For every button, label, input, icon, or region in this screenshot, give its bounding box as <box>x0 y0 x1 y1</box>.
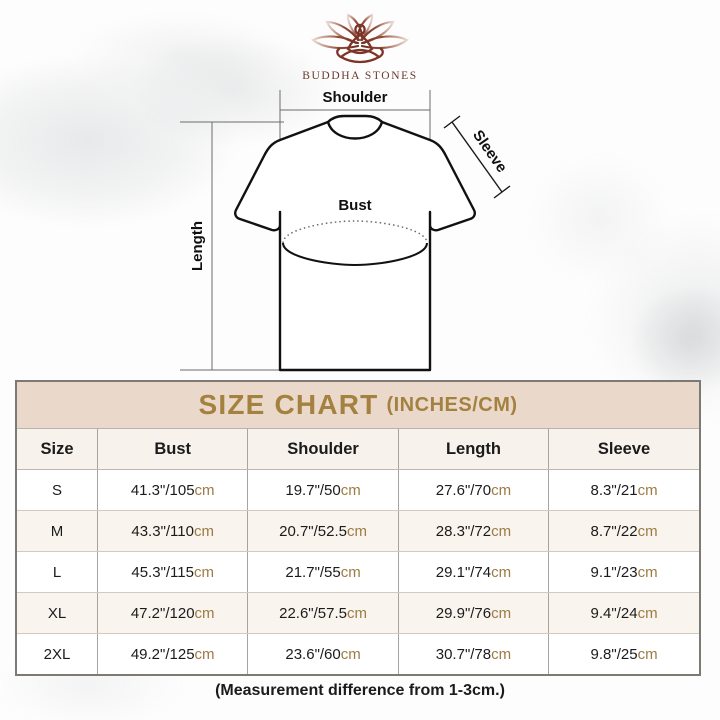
measure-value: 30.7"/78 <box>435 645 492 663</box>
size-chart-table: Size Bust Shoulder Length Sleeve S 41.3"/… <box>17 429 699 674</box>
measure-value: 9.1"/23 <box>590 563 638 581</box>
measure-unit: cm <box>637 604 658 622</box>
measure-value: 29.9"/76 <box>435 604 492 622</box>
measure-unit: cm <box>340 481 361 499</box>
measure-unit: cm <box>491 522 512 540</box>
lotus-meditation-icon <box>311 13 409 64</box>
cell-sleeve: 9.8"/25cm <box>549 634 699 675</box>
measure-unit: cm <box>491 481 512 499</box>
measure-unit: cm <box>491 604 512 622</box>
cell-size: XL <box>17 592 98 634</box>
table-header-row: Size Bust Shoulder Length Sleeve <box>17 429 699 470</box>
measure-unit: cm <box>194 481 215 499</box>
measure-value: 49.2"/125 <box>130 645 195 663</box>
measure-value: 20.7"/52.5 <box>279 522 347 540</box>
cell-shoulder: 20.7"/52.5cm <box>247 510 399 552</box>
cell-bust: 41.3"/105cm <box>97 469 249 511</box>
size-chart-body: S 41.3"/105cm 19.7"/50cm 27.6"/70cm 8.3"/21c… <box>17 469 699 675</box>
table-row: M 43.3"/110cm 20.7"/52.5cm 28.3"/72cm 8.7"/2… <box>17 510 699 552</box>
collar-icon <box>326 120 384 140</box>
cell-shoulder: 22.6"/57.5cm <box>247 592 399 634</box>
brand-logo: BUDDHA STONES <box>0 12 720 82</box>
column-header-bust: Bust <box>97 429 249 470</box>
cell-bust: 45.3"/115cm <box>97 551 249 593</box>
measure-value: 28.3"/72 <box>435 522 492 540</box>
measure-value: 43.3"/110 <box>131 522 194 540</box>
brand-name: BUDDHA STONES <box>302 70 418 82</box>
cell-shoulder: 23.6"/60cm <box>247 633 399 674</box>
measure-value: 23.6"/60 <box>285 645 341 663</box>
measure-value: 19.7"/50 <box>285 481 341 499</box>
table-row: XL 47.2"/120cm 22.6"/57.5cm 29.9"/76cm 9.4"/… <box>17 592 699 634</box>
measure-unit: cm <box>491 563 512 581</box>
cell-sleeve: 9.1"/23cm <box>548 551 699 593</box>
measure-value: 22.6"/57.5 <box>279 604 347 622</box>
measure-unit: cm <box>637 645 658 663</box>
cell-length: 29.1"/74cm <box>398 551 550 593</box>
measurement-note: (Measurement difference from 1-3cm.) <box>215 682 505 699</box>
measure-unit: cm <box>194 645 215 663</box>
size-chart-title: SIZE CHART (INCHES/CM) <box>17 382 699 429</box>
column-header-sleeve: Sleeve <box>548 429 699 470</box>
column-header-size: Size <box>17 429 98 470</box>
cell-size: S <box>17 469 98 511</box>
tshirt-outline <box>234 114 476 372</box>
cell-length: 28.3"/72cm <box>398 510 550 552</box>
cell-sleeve: 8.7"/22cm <box>548 510 699 552</box>
size-chart-title-main: SIZE CHART <box>198 389 379 420</box>
measure-unit: cm <box>347 604 367 622</box>
sleeve-label: Sleeve <box>469 127 510 176</box>
measure-unit: cm <box>347 522 367 540</box>
table-row: 2XL 49.2"/125cm 23.6"/60cm 30.7"/78cm 9.8"/2… <box>17 633 699 675</box>
measure-unit: cm <box>193 563 214 581</box>
bust-measure-solid <box>282 242 428 267</box>
size-chart-card: SIZE CHART (INCHES/CM) Size Bust Shoulde… <box>15 380 701 676</box>
measure-value: 45.3"/115 <box>131 563 194 581</box>
measure-unit: cm <box>637 563 658 581</box>
tshirt-measurement-diagram: Shoulder Bust Length Sleeve <box>180 89 511 372</box>
measure-value: 29.1"/74 <box>435 563 492 581</box>
measure-value: 8.3"/21 <box>590 481 638 499</box>
measure-unit: cm <box>637 481 658 499</box>
measure-value: 21.7"/55 <box>285 563 341 581</box>
cell-sleeve: 8.3"/21cm <box>548 469 699 511</box>
column-header-shoulder: Shoulder <box>247 429 399 470</box>
measure-value: 27.6"/70 <box>435 481 492 499</box>
measure-value: 9.4"/24 <box>590 604 638 622</box>
cell-shoulder: 19.7"/50cm <box>247 469 399 511</box>
length-label: Length <box>189 221 206 271</box>
cell-length: 29.9"/76cm <box>398 592 550 634</box>
shoulder-label: Shoulder <box>322 89 387 106</box>
size-chart-header: Size Bust Shoulder Length Sleeve <box>17 429 699 470</box>
measure-unit: cm <box>194 604 215 622</box>
cell-bust: 43.3"/110cm <box>97 510 249 552</box>
column-header-length: Length <box>398 429 550 470</box>
measure-unit: cm <box>340 645 361 663</box>
cell-shoulder: 21.7"/55cm <box>247 551 399 593</box>
cell-size: 2XL <box>17 633 98 674</box>
measure-value: 8.7"/22 <box>590 522 638 540</box>
measure-value: 9.8"/25 <box>590 645 638 663</box>
measure-unit: cm <box>637 522 658 540</box>
measure-unit: cm <box>193 522 214 540</box>
measure-value: 47.2"/120 <box>130 604 195 622</box>
cell-bust: 49.2"/125cm <box>97 633 249 674</box>
table-row: S 41.3"/105cm 19.7"/50cm 27.6"/70cm 8.3"/21c… <box>17 469 699 511</box>
cell-size: M <box>17 510 98 552</box>
size-chart-title-units: (INCHES/CM) <box>386 393 518 416</box>
cell-bust: 47.2"/120cm <box>97 592 249 634</box>
measure-value: 41.3"/105 <box>130 481 195 499</box>
bust-label: Bust <box>338 197 371 214</box>
measure-unit: cm <box>340 563 361 581</box>
cell-sleeve: 9.4"/24cm <box>548 592 699 634</box>
sleeve-measure-line <box>443 115 511 199</box>
cell-length: 30.7"/78cm <box>398 633 550 674</box>
measure-unit: cm <box>491 645 512 663</box>
table-row: L 45.3"/115cm 21.7"/55cm 29.1"/74cm 9.1"/23c… <box>17 551 699 593</box>
cell-length: 27.6"/70cm <box>398 469 550 511</box>
cell-size: L <box>17 551 98 593</box>
